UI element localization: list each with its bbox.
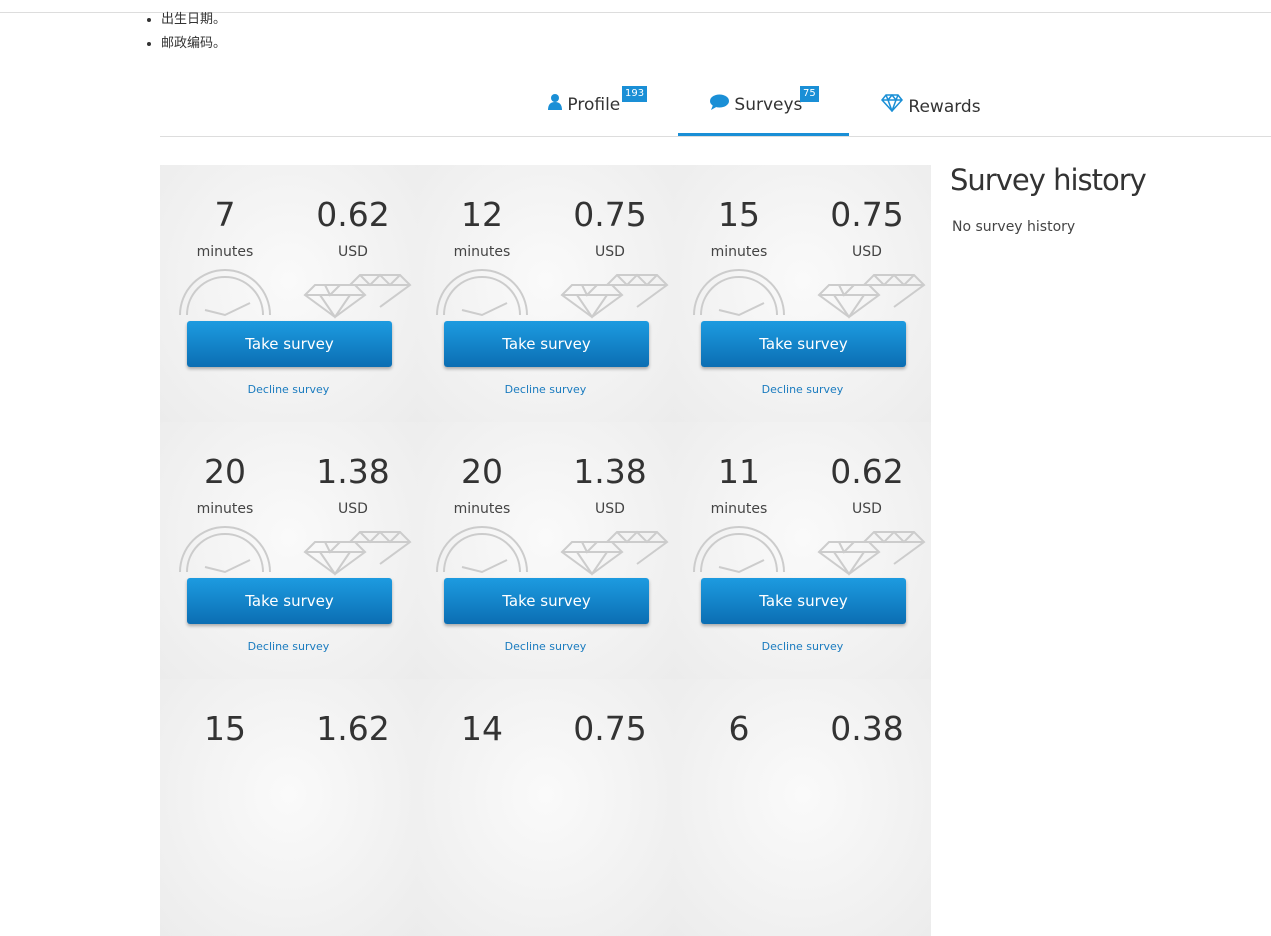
take-survey-button[interactable]: Take survey: [187, 578, 392, 624]
survey-card: 20 1.38 minutes USD Take survey Decline surve…: [160, 422, 417, 679]
minutes: 15: [718, 195, 760, 234]
reward: 0.75: [830, 195, 904, 234]
page: {"notes":["出生日期。","邮政编码。"], "tabs":[{"la…: [0, 0, 1271, 754]
take-survey-button[interactable]: Take survey: [701, 578, 906, 624]
currency: USD: [852, 244, 882, 260]
currency: USD: [338, 244, 368, 260]
minutes-label: minutes: [453, 244, 511, 260]
tab-label: Rewards: [908, 97, 981, 117]
card-icons: [436, 269, 669, 319]
survey-card: 15 1.62: [160, 679, 417, 936]
diamond-icon: [881, 93, 903, 114]
badge: 193: [622, 86, 648, 102]
active-tab-indicator: [678, 133, 849, 136]
tab-bar: [160, 136, 1271, 137]
minutes: 20: [204, 452, 246, 491]
decline-survey-link[interactable]: Decline survey: [761, 640, 844, 653]
card-icons: [693, 526, 926, 576]
minutes-label: minutes: [196, 501, 254, 517]
take-survey-button[interactable]: Take survey: [701, 321, 906, 367]
survey-card: 12 0.75 minutes USD Take survey Decline surve…: [417, 165, 674, 422]
survey-card: 6 0.38: [674, 679, 931, 936]
take-survey-button[interactable]: Take survey: [444, 578, 649, 624]
badge: 75: [800, 86, 819, 102]
note: 出生日期。: [161, 8, 226, 32]
tab-label: Profile: [567, 95, 621, 115]
survey-card: 7 0.62 minutes USD Take survey Decline survey: [160, 165, 417, 422]
reward: 1.38: [573, 452, 647, 491]
reward: 0.62: [830, 452, 904, 491]
profile-icon: [548, 94, 562, 110]
currency: USD: [595, 501, 625, 517]
survey-card: 11 0.62 minutes USD Take survey Decline surve…: [674, 422, 931, 679]
tab-surveys[interactable]: Surveys 75: [710, 86, 819, 115]
currency: USD: [595, 244, 625, 260]
decline-survey-link[interactable]: Decline survey: [504, 383, 587, 396]
sidebar-title: Survey history: [950, 163, 1147, 197]
minutes-label: minutes: [196, 244, 254, 260]
tab-label: Surveys: [734, 95, 803, 115]
decline-survey-link[interactable]: Decline survey: [504, 640, 587, 653]
decline-survey-link[interactable]: Decline survey: [247, 383, 330, 396]
top-border: [0, 12, 1271, 13]
minutes: 15: [204, 709, 246, 748]
tab-profile[interactable]: Profile 193: [548, 86, 648, 115]
decline-survey-link[interactable]: Decline survey: [761, 383, 844, 396]
minutes: 7: [214, 195, 236, 234]
reward: 0.75: [573, 195, 647, 234]
note: 邮政编码。: [161, 32, 226, 56]
minutes: 6: [728, 709, 750, 748]
survey-card: 20 1.38 minutes USD Take survey Decline surve…: [417, 422, 674, 679]
survey-card: 14 0.75: [417, 679, 674, 936]
reward: 0.38: [830, 709, 904, 748]
chat-icon: [710, 94, 729, 110]
tab-rewards[interactable]: Rewards: [881, 93, 981, 117]
survey-card: 15 0.75 minutes USD Take survey Decline surve…: [674, 165, 931, 422]
minutes: 14: [461, 709, 503, 748]
card-icons: [693, 269, 926, 319]
currency: USD: [338, 501, 368, 517]
card-icons: [436, 526, 669, 576]
take-survey-button[interactable]: Take survey: [187, 321, 392, 367]
reward: 0.62: [316, 195, 390, 234]
reward: 1.62: [316, 709, 390, 748]
take-survey-button[interactable]: Take survey: [444, 321, 649, 367]
minutes: 20: [461, 452, 503, 491]
minutes: 12: [461, 195, 503, 234]
notes-list: 出生日期。 邮政编码。: [143, 8, 226, 56]
minutes-label: minutes: [710, 501, 768, 517]
minutes: 11: [718, 452, 760, 491]
reward: 0.75: [573, 709, 647, 748]
card-icons: [179, 269, 412, 319]
body: 出生日期。 邮政编码。 Profile 193 Surveys 75 Rewar…: [0, 0, 1271, 754]
currency: USD: [852, 501, 882, 517]
decline-survey-link[interactable]: Decline survey: [247, 640, 330, 653]
sidebar-empty: No survey history: [952, 219, 1076, 235]
reward: 1.38: [316, 452, 390, 491]
card-icons: [179, 526, 412, 576]
minutes-label: minutes: [710, 244, 768, 260]
minutes-label: minutes: [453, 501, 511, 517]
